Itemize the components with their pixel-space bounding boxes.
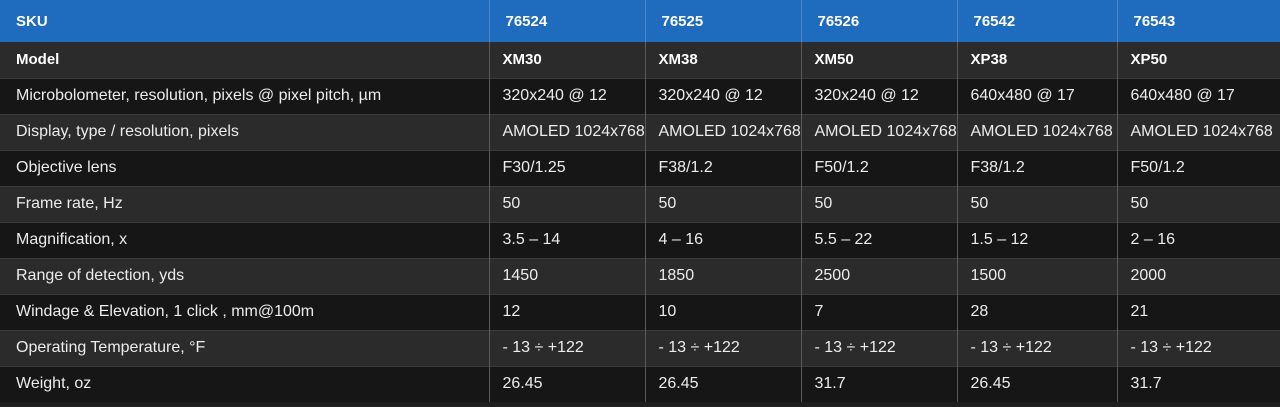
sku-cell: 76543: [1116, 0, 1280, 42]
table-cell: 2 – 16: [1116, 221, 1280, 258]
row-label: Display, type / resolution, pixels: [0, 113, 489, 150]
row-label: Objective lens: [0, 149, 489, 186]
table-cell: 640x480 @ 17: [956, 77, 1117, 114]
table-row: Frame rate, Hz 50 50 50 50 50: [0, 185, 1280, 222]
table-cell: AMOLED 1024x768: [644, 113, 801, 150]
table-cell: 320x240 @ 12: [644, 77, 801, 114]
table-cell: F50/1.2: [1116, 149, 1280, 186]
table-cell: 640x480 @ 17: [1116, 77, 1280, 114]
table-cell: 1.5 – 12: [956, 221, 1117, 258]
table-row-model: Model XM30 XM38 XM50 XP38 XP50: [0, 42, 1280, 78]
row-label: Frame rate, Hz: [0, 185, 489, 222]
table-row: Magnification, x 3.5 – 14 4 – 16 5.5 – 2…: [0, 221, 1280, 258]
table-cell: - 13 ÷ +122: [488, 329, 645, 366]
row-label: Model: [16, 51, 60, 69]
table-cell: 3.5 – 14: [488, 221, 645, 258]
table-cell: 50: [800, 185, 957, 222]
table-cell: XM38: [644, 42, 801, 78]
table-cell: 50: [488, 185, 645, 222]
table-cell: 31.7: [800, 365, 957, 402]
table-row: Range of detection, yds 1450 1850 2500 1…: [0, 257, 1280, 294]
header-row: SKU 76524 76525 76526 76542 76543: [0, 0, 1280, 42]
table-cell: AMOLED 1024x768: [800, 113, 957, 150]
table-cell: 26.45: [488, 365, 645, 402]
row-label: Microbolometer, resolution, pixels @ pix…: [0, 77, 489, 114]
sku-cell: 76524: [488, 0, 645, 42]
table-row: Weight, oz 26.45 26.45 31.7 26.45 31.7: [0, 365, 1280, 402]
table-cell: 21: [1116, 293, 1280, 330]
row-label: Magnification, x: [0, 221, 489, 258]
header-label: SKU: [16, 12, 48, 30]
table-cell: 50: [1116, 185, 1280, 222]
table-cell: 31.7: [1116, 365, 1280, 402]
table-cell: AMOLED 1024x768: [488, 113, 645, 150]
sku-cell: 76525: [644, 0, 801, 42]
table-cell: - 13 ÷ +122: [956, 329, 1117, 366]
table-cell: - 13 ÷ +122: [644, 329, 801, 366]
table-cell: 5.5 – 22: [800, 221, 957, 258]
table-cell: - 13 ÷ +122: [800, 329, 957, 366]
table-cell: 50: [644, 185, 801, 222]
table-row: Microbolometer, resolution, pixels @ pix…: [0, 77, 1280, 114]
table-cell: 7: [800, 293, 957, 330]
table-row: Objective lens F30/1.25 F38/1.2 F50/1.2 …: [0, 149, 1280, 186]
table-cell: XP50: [1116, 42, 1280, 78]
sku-cell: 76526: [800, 0, 957, 42]
table-cell: 10: [644, 293, 801, 330]
table-cell: F38/1.2: [956, 149, 1117, 186]
table-row: Display, type / resolution, pixels AMOLE…: [0, 113, 1280, 150]
sku-cell: 76542: [956, 0, 1117, 42]
table-cell: 4 – 16: [644, 221, 801, 258]
table-row: Windage & Elevation, 1 click , mm@100m 1…: [0, 293, 1280, 330]
table-cell: 320x240 @ 12: [800, 77, 957, 114]
table-cell: XM50: [800, 42, 957, 78]
table-cell: 1450: [488, 257, 645, 294]
table-cell: 50: [956, 185, 1117, 222]
table-cell: 1850: [644, 257, 801, 294]
table-cell: 2000: [1116, 257, 1280, 294]
table-cell: F50/1.2: [800, 149, 957, 186]
table-cell: 26.45: [644, 365, 801, 402]
table-cell: - 13 ÷ +122: [1116, 329, 1280, 366]
table-cell: F30/1.25: [488, 149, 645, 186]
table-cell: 12: [488, 293, 645, 330]
table-cell: XP38: [956, 42, 1117, 78]
table-cell: 28: [956, 293, 1117, 330]
row-label: Operating Temperature, °F: [0, 329, 489, 366]
table-cell: 320x240 @ 12: [488, 77, 645, 114]
table-cell: 1500: [956, 257, 1117, 294]
table-cell: 26.45: [956, 365, 1117, 402]
table-cell: F38/1.2: [644, 149, 801, 186]
row-label: Weight, oz: [0, 365, 489, 402]
table-cell: AMOLED 1024x768: [956, 113, 1117, 150]
table-cell: XM30: [488, 42, 645, 78]
row-label: Windage & Elevation, 1 click , mm@100m: [0, 293, 489, 330]
row-label: Range of detection, yds: [0, 257, 489, 294]
table-cell: 2500: [800, 257, 957, 294]
table-cell: AMOLED 1024x768: [1116, 113, 1280, 150]
table-row: Operating Temperature, °F - 13 ÷ +122 - …: [0, 329, 1280, 366]
